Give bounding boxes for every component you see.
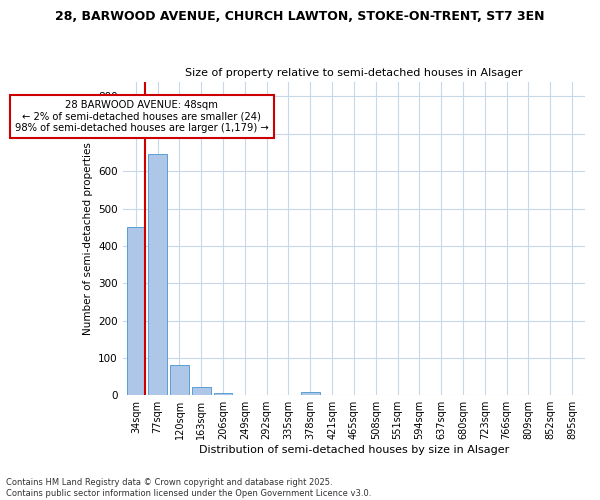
X-axis label: Distribution of semi-detached houses by size in Alsager: Distribution of semi-detached houses by … xyxy=(199,445,509,455)
Bar xyxy=(127,227,145,395)
Text: Contains HM Land Registry data © Crown copyright and database right 2025.
Contai: Contains HM Land Registry data © Crown c… xyxy=(6,478,371,498)
Bar xyxy=(170,366,189,395)
Bar xyxy=(192,387,211,395)
Title: Size of property relative to semi-detached houses in Alsager: Size of property relative to semi-detach… xyxy=(185,68,523,78)
Text: 28 BARWOOD AVENUE: 48sqm
← 2% of semi-detached houses are smaller (24)
98% of se: 28 BARWOOD AVENUE: 48sqm ← 2% of semi-de… xyxy=(15,100,269,134)
Bar xyxy=(214,392,232,395)
Text: 28, BARWOOD AVENUE, CHURCH LAWTON, STOKE-ON-TRENT, ST7 3EN: 28, BARWOOD AVENUE, CHURCH LAWTON, STOKE… xyxy=(55,10,545,23)
Y-axis label: Number of semi-detached properties: Number of semi-detached properties xyxy=(83,142,93,335)
Bar xyxy=(148,154,167,395)
Bar xyxy=(301,392,320,395)
